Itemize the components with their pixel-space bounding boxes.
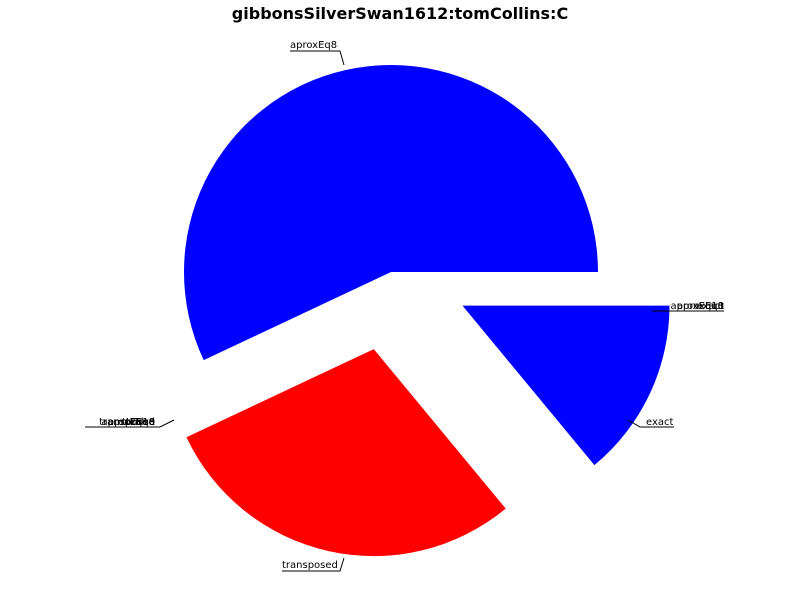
overlap-labels-left: transposed aproxEq8 aproxEq10 ttFalse tt… [85, 417, 175, 428]
slice-label-exact: exact [646, 417, 674, 428]
overlap-left-label-2: aproxEq8 [108, 417, 155, 428]
chart-title: gibbonsSilverSwan1612:tomCollins:C [232, 4, 568, 23]
label-group-aproxEq8: aproxEq8 [290, 40, 345, 66]
overlap-right-label-1: aproxEq8 [677, 301, 724, 312]
overlap-left-label-4: ttFalse [122, 417, 155, 428]
overlap-right-label-2: aproxEq10 [671, 301, 725, 312]
label-group-exact: exact [627, 417, 674, 428]
overlap-labels-right: aproxEq8 aproxEq10 exact [652, 301, 724, 312]
overlap-left-label-1: transposed [99, 417, 155, 428]
slice-label-transposed: transposed [282, 560, 338, 571]
pie-slice-transposed [186, 349, 506, 557]
label-group-transposed: transposed [282, 557, 345, 572]
overlap-right-label-3: exact [697, 301, 725, 312]
slice-label-aproxEq8: aproxEq8 [290, 40, 337, 51]
pie-slice-exact [462, 305, 670, 466]
overlap-left-label-5: ttTrue [126, 417, 155, 428]
pie-slice-aproxEq8 [184, 64, 598, 361]
overlap-left-label-3: aproxEq10 [102, 417, 156, 428]
